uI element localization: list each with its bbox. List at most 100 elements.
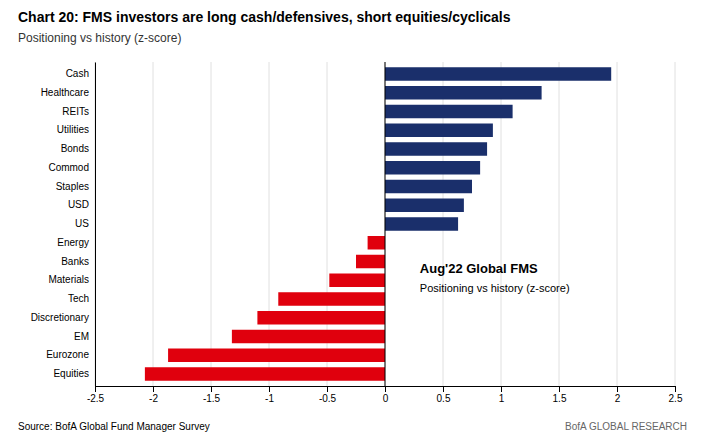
bar — [356, 255, 385, 269]
y-tick: Eurozone — [46, 349, 95, 360]
bar — [385, 161, 480, 175]
bar — [385, 199, 464, 213]
x-tick-label: -2 — [149, 393, 158, 404]
title: Chart 20: FMS investors are long cash/de… — [18, 9, 511, 25]
x-tick-mark — [559, 386, 560, 392]
x-tick-mark — [153, 386, 154, 392]
x-tick-mark — [501, 386, 502, 392]
x-tick: -0.5 — [319, 386, 337, 404]
y-tick-label: REITs — [62, 106, 89, 117]
x-tick: 0.5 — [437, 386, 451, 404]
y-tick-label: Equities — [53, 368, 89, 379]
bar — [145, 367, 385, 381]
grid-line — [617, 62, 618, 386]
y-axis-line — [95, 63, 96, 387]
y-tick-label: Banks — [61, 256, 89, 267]
grid-line — [385, 62, 386, 386]
y-tick: Tech — [68, 293, 95, 304]
x-tick-mark — [617, 386, 618, 392]
bar — [385, 86, 542, 100]
y-tick: REITs — [62, 106, 95, 117]
y-tick-label: EM — [74, 331, 89, 342]
y-tick: Banks — [61, 256, 95, 267]
subtitle: Positioning vs history (z-score) — [18, 31, 181, 45]
bar — [385, 180, 472, 194]
x-tick: -2.5 — [87, 386, 105, 404]
bar — [329, 274, 385, 288]
plot: -2.5 -2 -1.5 -1 -0.5 0 0.5 1 1.5 2 2.5 Cash Healthca… — [31, 62, 683, 404]
x-tick-mark — [675, 386, 676, 392]
grid-line — [211, 62, 212, 386]
y-tick: Bonds — [61, 143, 95, 154]
x-tick: 1 — [499, 386, 505, 404]
bar — [168, 349, 385, 363]
x-tick: 2.5 — [669, 386, 683, 404]
grid — [95, 62, 675, 386]
x-tick-mark — [443, 386, 444, 392]
x-tick: 0 — [383, 386, 389, 404]
x-tick: 1.5 — [553, 386, 567, 404]
x-tick-mark — [211, 386, 212, 392]
y-tick-label: US — [75, 218, 89, 229]
x-tick-label: -2.5 — [87, 393, 105, 404]
annotation: Positioning vs history (z-score) — [420, 282, 570, 294]
grid-line — [153, 62, 154, 386]
bar — [257, 311, 385, 325]
y-axis: Cash Healthcare REITs Utilities Bonds Commod S… — [31, 63, 96, 387]
x-tick-mark — [385, 386, 386, 392]
chart: Chart 20: FMS investors are long cash/de… — [0, 0, 705, 438]
y-tick-label: Commod — [48, 162, 89, 173]
bar — [385, 67, 611, 81]
y-tick: Equities — [53, 368, 95, 379]
y-tick: US — [75, 218, 95, 229]
annotation: Aug'22 Global FMS — [420, 261, 538, 276]
y-tick-label: Discretionary — [31, 312, 89, 323]
y-tick: Discretionary — [31, 312, 95, 323]
x-tick-label: -1.5 — [203, 393, 221, 404]
y-tick-label: Staples — [56, 181, 89, 192]
x-tick: -1 — [265, 386, 274, 404]
bar — [278, 292, 385, 306]
x-tick-label: 1 — [499, 393, 505, 404]
y-tick: USD — [68, 199, 95, 210]
y-tick: EM — [74, 331, 95, 342]
y-tick: Energy — [57, 237, 95, 248]
y-tick: Healthcare — [41, 87, 95, 98]
bar — [232, 330, 385, 344]
x-axis-line — [96, 387, 676, 393]
x-tick: 2 — [615, 386, 621, 404]
y-tick: Materials — [48, 274, 95, 285]
x-tick-mark — [269, 386, 270, 392]
y-tick-label: Healthcare — [41, 87, 90, 98]
bar — [368, 236, 385, 250]
x-axis: -2.5 -2 -1.5 -1 -0.5 0 0.5 1 1.5 2 2.5 — [87, 386, 683, 404]
y-tick-label: USD — [68, 199, 89, 210]
y-tick-label: Cash — [66, 68, 89, 79]
x-tick-label: 1.5 — [553, 393, 567, 404]
y-tick: Staples — [56, 181, 95, 192]
x-tick-label: 0 — [383, 393, 389, 404]
y-tick: Utilities — [57, 124, 95, 135]
x-tick: -1.5 — [203, 386, 221, 404]
bar — [385, 105, 513, 119]
y-tick-label: Utilities — [57, 124, 89, 135]
y-tick: Cash — [66, 68, 95, 79]
x-tick-label: -0.5 — [319, 393, 337, 404]
grid-line — [675, 62, 676, 386]
x-tick-mark — [327, 386, 328, 392]
bar — [385, 217, 458, 231]
bars — [145, 67, 611, 381]
x-tick-mark — [95, 386, 96, 392]
y-tick-label: Energy — [57, 237, 89, 248]
source: Source: BofA Global Fund Manager Survey — [18, 421, 210, 432]
zero-line — [385, 62, 386, 386]
bar — [385, 124, 493, 138]
y-tick: Commod — [48, 162, 95, 173]
grid-line — [95, 62, 96, 386]
y-tick-label: Bonds — [61, 143, 89, 154]
x-tick-label: 2.5 — [669, 393, 683, 404]
y-tick-label: Tech — [68, 293, 89, 304]
x-tick-label: -1 — [265, 393, 274, 404]
bar — [385, 142, 487, 156]
x-tick-label: 2 — [615, 393, 621, 404]
